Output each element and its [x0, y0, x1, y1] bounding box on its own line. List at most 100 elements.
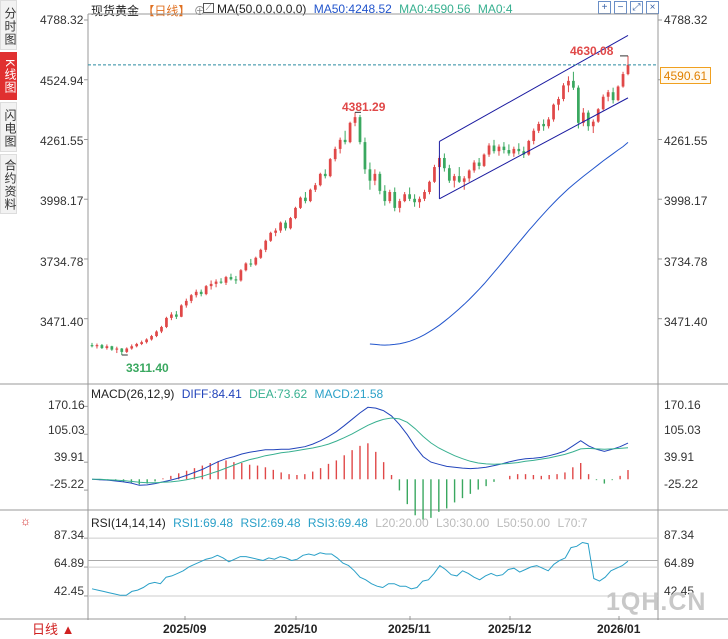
y-tick-right-4: 3734.78: [664, 255, 708, 269]
rsi-l70: L70:7: [557, 516, 588, 530]
macd-hist-value: MACD:21.58: [314, 387, 384, 401]
candle-body-97: [572, 80, 575, 88]
candle-body-17: [175, 314, 178, 317]
candle-body-27: [224, 277, 228, 283]
candle-body-68: [428, 181, 431, 193]
candle-body-58: [378, 173, 382, 191]
candle-body-44: [309, 189, 312, 202]
rsi-y-right-0: 87.34: [664, 528, 695, 542]
candle-body-101: [591, 121, 595, 127]
candle-body-106: [616, 86, 620, 101]
candle-body-56: [368, 169, 372, 181]
rsi-settings-icon[interactable]: ☼: [20, 514, 31, 528]
tab-flash[interactable]: 闪电图: [0, 102, 17, 152]
candle-body-26: [219, 281, 223, 283]
rsi3-value: RSI3:69.48: [307, 516, 368, 530]
candle-body-13: [155, 331, 158, 337]
candle-body-83: [502, 146, 506, 151]
rsi-y-right-2: 42.45: [664, 584, 695, 598]
x-label-0: 2025/09: [163, 622, 207, 636]
current-price-tag: 4590.61: [660, 67, 711, 84]
rsi2-value: RSI2:69.48: [240, 516, 301, 530]
candle-body-105: [611, 92, 615, 101]
tab-kline[interactable]: K线图: [0, 52, 17, 100]
candle-body-31: [244, 263, 248, 271]
macd-diff-line: [91, 406, 629, 486]
y-tick-left-0: 4788.32: [40, 13, 84, 27]
candle-body-60: [388, 192, 392, 202]
candle-body-108: [626, 64, 630, 75]
tab-contract-info[interactable]: 合约资料: [0, 154, 17, 214]
candle-body-0: [90, 345, 94, 347]
candle-body-88: [527, 140, 531, 155]
rsi1-value: RSI1:69.48: [173, 516, 234, 530]
candle-body-80: [487, 145, 491, 155]
rsi-l30: L30:30.00: [435, 516, 490, 530]
candle-body-84: [507, 150, 511, 154]
rsi-l20: L20:20.00: [375, 516, 429, 530]
candle-body-57: [373, 173, 377, 181]
candle-body-81: [492, 145, 496, 152]
candle-body-38: [279, 222, 282, 231]
candle-body-63: [403, 194, 407, 202]
candle-body-78: [477, 162, 481, 166]
candle-body-22: [199, 291, 203, 295]
candle-body-3: [105, 346, 109, 349]
channel-lower-line: [439, 97, 629, 200]
candle-body-29: [234, 279, 238, 281]
candle-body-20: [189, 295, 193, 301]
candle-body-43: [304, 197, 307, 202]
candle-body-52: [348, 122, 352, 143]
candle-body-4: [110, 346, 114, 350]
candle-body-71: [443, 157, 446, 169]
y-tick-left-5: 3471.40: [40, 315, 84, 329]
candle-body-14: [160, 326, 163, 332]
candle-body-92: [547, 119, 550, 127]
candle-body-55: [363, 142, 367, 170]
macd-diff-value: DIFF:84.41: [181, 387, 242, 401]
candle-body-39: [284, 222, 287, 229]
candle-body-37: [274, 230, 277, 233]
macd-y-left-1: 105.03: [48, 423, 85, 437]
x-label-3: 2025/12: [488, 622, 532, 636]
macd-y-left-0: 170.16: [48, 398, 85, 412]
ma0-value-2: MA0:4: [477, 2, 513, 16]
ma-settings-icon[interactable]: ⟋: [203, 3, 214, 13]
y-tick-right-2: 4261.55: [664, 134, 708, 148]
macd-title: MACD(26,12,9): [91, 387, 175, 401]
candle-body-5: [115, 348, 119, 350]
candle-body-73: [452, 176, 456, 181]
candle-body-47: [323, 173, 327, 177]
candle-body-23: [204, 286, 208, 295]
high-price-label: 4630.08: [570, 44, 614, 58]
candle-body-40: [289, 218, 292, 229]
candle-body-19: [184, 300, 188, 306]
y-tick-left-1: 4524.94: [40, 74, 84, 88]
candle-body-51: [343, 139, 347, 143]
rsi-header: RSI(14,14,14) RSI1:69.48 RSI2:69.48 RSI3…: [91, 516, 587, 530]
ma50-line: [369, 142, 629, 346]
candle-body-94: [557, 99, 560, 105]
candle-body-18: [179, 305, 183, 317]
candle-body-87: [522, 151, 526, 155]
candle-body-61: [393, 192, 397, 208]
candle-body-35: [264, 240, 268, 250]
candle-body-103: [601, 96, 605, 110]
candle-body-67: [423, 192, 426, 199]
candle-body-91: [542, 123, 545, 127]
candle-body-9: [135, 343, 139, 347]
candle-body-77: [472, 162, 476, 171]
tab-timeshare[interactable]: 分时图: [0, 0, 17, 50]
period-selector-button[interactable]: 日线 ▲: [32, 622, 75, 637]
channel-upper-line: [439, 35, 629, 142]
ma-indicator-row: MA(50,0,0,0,0,0) MA50:4248.52 MA0:4590.5…: [217, 2, 513, 16]
rsi-y-left-1: 64.89: [54, 556, 85, 570]
y-tick-left-3: 3998.17: [40, 194, 84, 208]
candle-body-79: [482, 154, 486, 166]
y-tick-right-3: 3998.17: [664, 194, 708, 208]
rsi-y-left-2: 42.45: [54, 584, 85, 598]
candle-body-65: [413, 198, 416, 203]
candle-body-90: [537, 123, 541, 131]
candle-body-36: [269, 232, 273, 241]
